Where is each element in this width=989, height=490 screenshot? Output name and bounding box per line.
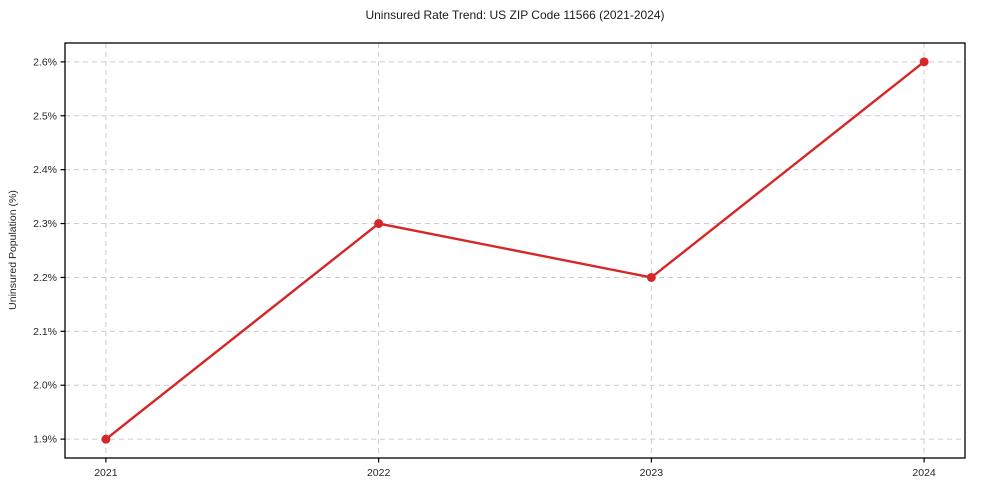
x-tick-label: 2023 <box>640 467 664 479</box>
y-tick-label: 2.3% <box>33 218 57 230</box>
data-point-marker <box>919 57 929 67</box>
x-tick-label: 2024 <box>912 467 936 479</box>
y-tick-label: 2.6% <box>33 56 57 68</box>
y-tick-label: 2.4% <box>33 164 57 176</box>
data-point-marker <box>101 434 111 444</box>
y-tick-label: 2.1% <box>33 326 57 338</box>
y-tick-label: 2.5% <box>33 110 57 122</box>
trend-line <box>104 60 926 441</box>
data-point-marker <box>374 219 384 229</box>
x-tick-label: 2021 <box>94 467 118 479</box>
plot-border <box>64 42 966 459</box>
y-tick-label: 1.9% <box>33 434 57 446</box>
y-tick-label: 2.2% <box>33 272 57 284</box>
x-tick-label: 2022 <box>367 467 391 479</box>
y-tick-label: 2.0% <box>33 380 57 392</box>
chart-title: Uninsured Rate Trend: US ZIP Code 11566 … <box>365 8 665 22</box>
data-point-marker <box>646 272 656 282</box>
